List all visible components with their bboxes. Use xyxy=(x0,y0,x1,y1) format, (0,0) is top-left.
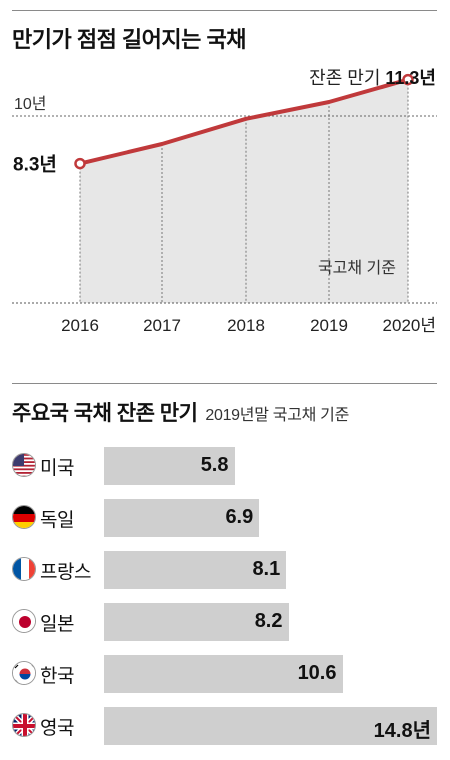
reference-label: 10년 xyxy=(14,95,47,113)
france-flag-icon xyxy=(12,557,36,581)
bar-chart-header: 주요국 국채 잔존 만기 2019년말 국고채 기준 xyxy=(12,397,349,427)
bar xyxy=(104,603,289,641)
bar-row: 일본 8.2 xyxy=(0,601,450,641)
country-label: 프랑스 xyxy=(40,562,91,583)
x-tick-label: 2019 xyxy=(310,316,348,335)
country-label: 독일 xyxy=(40,510,74,531)
country-label: 미국 xyxy=(40,458,74,479)
uk-flag-icon xyxy=(12,713,36,737)
data-point-marker xyxy=(402,73,414,86)
start-value-label: 8.3년 xyxy=(13,154,57,176)
end-value-number: 11.3년 xyxy=(385,68,436,88)
bar xyxy=(104,655,343,693)
bar-value-label: 14.8년 xyxy=(373,720,431,742)
end-value-label: 잔존 만기 11.3년 xyxy=(309,68,436,88)
basis-note: 국고채 기준 xyxy=(318,259,396,277)
bar-value-label: 5.8 xyxy=(200,454,229,476)
bar-chart-title: 주요국 국채 잔존 만기 xyxy=(12,402,198,425)
area-fill xyxy=(80,79,408,303)
bar-row: 미국 5.8 xyxy=(0,445,450,485)
bar xyxy=(104,707,437,745)
germany-flag-icon xyxy=(12,505,36,529)
bar xyxy=(104,447,235,485)
x-tick-label: 2020년 xyxy=(383,316,436,335)
x-tick-label: 2017 xyxy=(143,316,181,335)
japan-flag-icon xyxy=(12,609,36,633)
bar-row: 한국 10.6 xyxy=(0,653,450,693)
bar-chart-subtitle: 2019년말 국고채 기준 xyxy=(205,407,350,424)
bar-row: 독일 6.9 xyxy=(0,497,450,537)
bar-value-label: 10.6 xyxy=(297,662,337,684)
bar-row: 프랑스 8.1 xyxy=(0,549,450,589)
bar xyxy=(104,499,260,537)
x-tick-label: 2016 xyxy=(61,316,99,335)
bar xyxy=(104,551,287,589)
us-flag-icon xyxy=(12,453,36,477)
korea-flag-icon xyxy=(12,661,36,685)
end-value-prefix: 잔존 만기 xyxy=(309,68,385,88)
data-point-marker xyxy=(74,157,86,170)
section-divider xyxy=(12,383,437,384)
chart-title: 만기가 점점 길어지는 국채 xyxy=(12,27,246,52)
bar-row: 영국 14.8년 xyxy=(0,705,450,745)
country-label: 영국 xyxy=(40,718,74,739)
bar-value-label: 8.1 xyxy=(252,558,281,580)
country-label: 한국 xyxy=(40,666,74,687)
top-rule xyxy=(12,10,437,11)
bar-value-label: 6.9 xyxy=(225,506,254,528)
x-tick-label: 2018 xyxy=(227,316,265,335)
country-label: 일본 xyxy=(40,614,74,635)
maturity-line xyxy=(79,77,409,166)
bar-value-label: 8.2 xyxy=(254,610,283,632)
